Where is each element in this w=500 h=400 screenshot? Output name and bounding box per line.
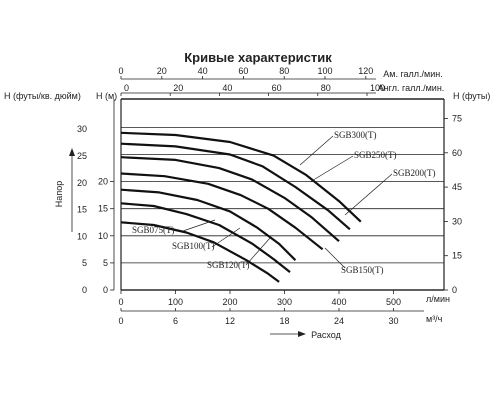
top-uk-tick-label: 20 [173,83,183,93]
top-uk-tick-label: 80 [321,83,331,93]
bottom-m3h-tick-label: 0 [118,316,123,326]
curve-label-sgb075t: SGB075(T) [132,225,175,235]
left-m-tick-label: 15 [98,204,108,214]
top-us-tick-label: 0 [118,66,123,76]
top-us-tick-label: 40 [198,66,208,76]
left-axis-m-unit: Н (м) [96,91,117,101]
left-psi-tick-label: 0 [82,285,87,295]
curve-label-sgb120t: SGB120(T) [207,260,250,270]
bottom-lpm-tick-label: 0 [118,297,123,307]
curve-label-sgb150t: SGB150(T) [341,265,384,275]
curve-label-sgb100t: SGB100(T) [172,241,215,251]
bottom-lpm-tick-label: 400 [331,297,346,307]
bottom-axis-m3h-unit: м³/ч [426,314,443,324]
left-m-tick-label: 20 [98,177,108,187]
series-line-sgb300t [120,131,362,223]
bottom-lpm-tick-label: 500 [386,297,401,307]
bottom-m3h-tick-label: 24 [334,316,344,326]
curve-label-sgb300t: SGB300(T) [334,130,377,140]
bottom-lpm-tick-label: 300 [277,297,292,307]
right-ft-tick-label: 60 [452,148,462,158]
leader-line [299,135,334,166]
left-m-tick-label: 0 [103,285,108,295]
left-psi-tick-label: 15 [77,205,87,215]
y-axis-label: Напор [54,181,64,207]
y-arrow-head [69,148,75,156]
top-us-tick-label: 100 [317,66,332,76]
bottom-axis-lpm-unit: л/мин [426,294,450,304]
left-psi-tick-label: 25 [77,151,87,161]
series-line-sgb200t [120,156,340,243]
chart-title: Кривые характеристик [184,50,332,65]
top-uk-tick-label: 60 [272,83,282,93]
left-m-tick-label: 10 [98,231,108,241]
bottom-lpm-tick-label: 200 [222,297,237,307]
top-us-tick-label: 60 [238,66,248,76]
series-line-sgb120t [120,188,297,261]
right-ft-tick-label: 0 [452,285,457,295]
leader-line [245,237,271,266]
right-ft-tick-label: 45 [452,182,462,192]
right-ft-tick-label: 15 [452,251,462,261]
right-ft-tick-label: 30 [452,216,462,226]
top-axis-uk-unit: Англ. галл./мин. [378,83,445,93]
axes [69,76,448,337]
leader-line [309,155,354,183]
x-axis-label: Расход [311,330,341,340]
right-axis-ft-unit: Н (футы) [453,91,490,101]
series-line-sgb100t [120,202,291,273]
left-psi-tick-label: 5 [82,258,87,268]
left-axis-psi-unit: Н (футы/кв. дюйм) [4,91,81,101]
leader-line [324,247,346,269]
left-psi-tick-label: 20 [77,178,87,188]
left-psi-tick-label: 10 [77,231,87,241]
leader-line [344,173,393,216]
curve-label-sgb250t: SGB250(T) [354,150,397,160]
x-arrow-head [298,331,306,337]
top-uk-tick-label: 100 [370,83,385,93]
curves [120,131,362,283]
top-us-tick-label: 80 [279,66,289,76]
curve-labels: SGB075(T) SGB100(T) SGB120(T) SGB150(T) SGB2… [132,130,436,275]
top-axis-us-unit: Ам. галл./мин. [383,69,442,79]
top-us-tick-label: 120 [358,66,373,76]
bottom-m3h-tick-label: 18 [279,316,289,326]
bottom-m3h-tick-label: 12 [225,316,235,326]
series-line-sgb250t [120,142,351,231]
leader-line [182,219,216,232]
top-uk-tick-label: 40 [222,83,232,93]
right-ft-tick-label: 75 [452,114,462,124]
bottom-lpm-tick-label: 100 [168,297,183,307]
top-us-tick-label: 20 [157,66,167,76]
series-line-sgb150t [120,172,324,251]
bottom-m3h-tick-label: 6 [173,316,178,326]
left-psi-tick-label: 30 [77,124,87,134]
top-uk-tick-label: 0 [124,83,129,93]
series-line-sgb075t [120,221,280,283]
bottom-m3h-tick-label: 30 [388,316,398,326]
leader-line [211,227,241,248]
left-m-tick-label: 5 [103,258,108,268]
curve-label-sgb200t: SGB200(T) [393,168,436,178]
